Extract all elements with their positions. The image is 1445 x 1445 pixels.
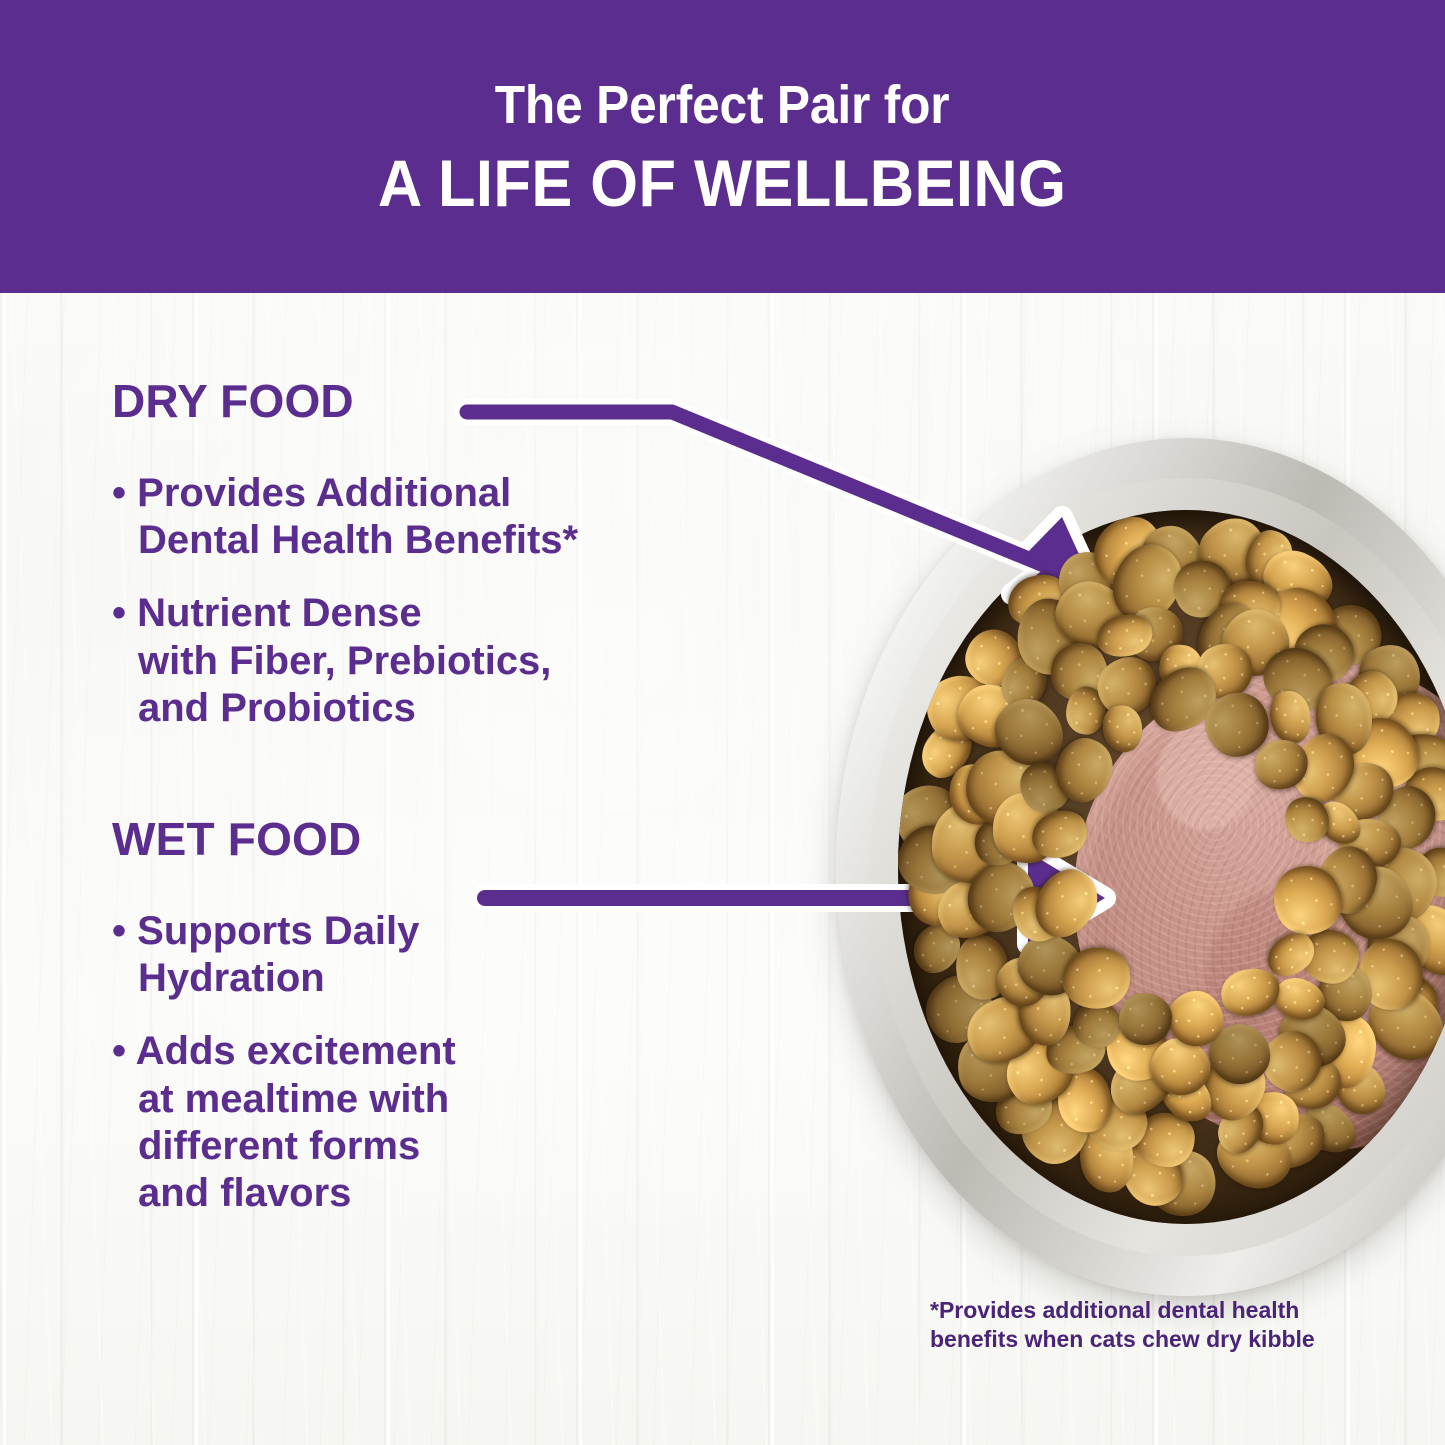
bullet-text-line: at mealtime with bbox=[138, 1076, 450, 1121]
bowl-interior bbox=[898, 510, 1445, 1224]
bullet-text-line: Supports Daily bbox=[137, 908, 420, 953]
headline-line-1: The Perfect Pair for bbox=[495, 74, 950, 135]
list-item: • Nutrient Dense with Fiber, Prebiotics,… bbox=[112, 590, 812, 732]
footnote: *Provides additional dental health benef… bbox=[930, 1296, 1400, 1354]
bullet-text-line: and Probiotics bbox=[138, 685, 416, 730]
headline-line-2: A LIFE OF WELLBEING bbox=[378, 145, 1067, 220]
dry-food-bullet-list: • Provides Additional Dental Health Bene… bbox=[112, 470, 812, 732]
list-item: • Adds excitement at mealtime with diffe… bbox=[112, 1028, 812, 1217]
bullet-text-line: and flavors bbox=[138, 1170, 352, 1215]
benefits-copy-column: DRY FOOD • Provides Additional Dental He… bbox=[112, 378, 812, 1243]
bullet-text-line: Hydration bbox=[138, 956, 325, 1001]
bullet-text-line: Adds excitement bbox=[135, 1029, 456, 1074]
bullet-text-line: different forms bbox=[138, 1123, 421, 1168]
cat-food-bowl-photo bbox=[836, 438, 1445, 1296]
bullet-text-line: Provides Additional bbox=[137, 471, 512, 515]
section-heading-dry-food: DRY FOOD bbox=[112, 375, 354, 427]
list-item: • Supports Daily Hydration bbox=[112, 908, 812, 1002]
footnote-line-1: *Provides additional dental health bbox=[930, 1297, 1300, 1323]
bullet-marker: • bbox=[112, 1029, 127, 1074]
list-item: • Provides Additional Dental Health Bene… bbox=[112, 470, 812, 564]
bullet-text-line: with Fiber, Prebiotics, bbox=[138, 638, 552, 683]
bullet-marker: • bbox=[112, 471, 127, 515]
wet-food-bullet-list: • Supports Daily Hydration • Adds excite… bbox=[112, 908, 812, 1217]
bullet-text-line: Nutrient Dense bbox=[137, 591, 422, 636]
footnote-line-2: benefits when cats chew dry kibble bbox=[930, 1325, 1315, 1352]
headline-banner: The Perfect Pair for A LIFE OF WELLBEING bbox=[0, 0, 1445, 293]
bullet-marker: • bbox=[112, 591, 127, 636]
bullet-marker: • bbox=[112, 908, 127, 953]
section-heading-wet-food: WET FOOD bbox=[112, 812, 362, 865]
bullet-text-line: Dental Health Benefits* bbox=[138, 518, 579, 563]
